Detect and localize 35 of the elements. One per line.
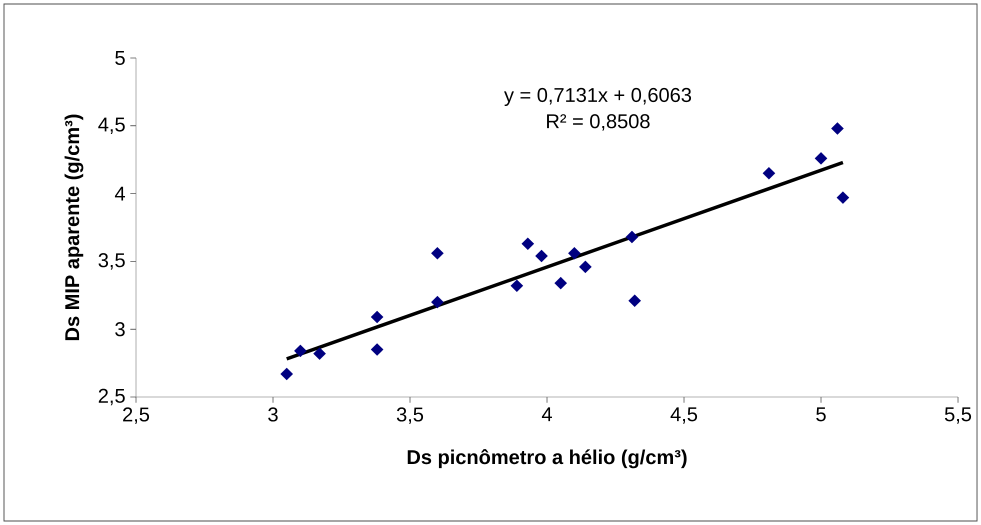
annotation: y = 0,7131x + 0,6063 [504,88,692,106]
x-tick-label: 5 [816,407,826,422]
point [836,192,850,204]
point [510,280,524,292]
x-tick-label: 3,5 [396,407,424,424]
y-tick-label: 2,5 [98,388,125,406]
x-tick-label: 4,5 [670,407,698,424]
point [814,152,828,164]
point [313,347,326,360]
y-tick-label: 3,5 [98,253,125,270]
x-axis-title: Ds picnômetro a hélio (g/cm³) [408,449,687,468]
point [535,250,548,262]
point [431,296,444,308]
y-tick-label: 4 [114,186,126,200]
point [628,294,641,307]
point [762,167,776,180]
y-tick-label: 4,5 [98,118,125,134]
point [370,343,384,356]
point [294,344,307,358]
point [568,247,581,260]
point [431,247,444,260]
y-tick-label: 5 [115,51,125,65]
point [626,230,638,244]
point [522,238,534,250]
point [554,276,567,290]
y-tick-label: 3 [115,322,125,336]
point [831,122,844,135]
point [579,260,592,273]
point [370,310,384,324]
annotation: R² = 0,8508 [547,114,650,131]
x-tick-label: 3 [268,407,278,422]
x-tick-label: 4 [542,407,552,422]
y-axis-title: Ds MIP aparente (g/cm³) [64,114,84,340]
x-tick-label: 5,5 [944,407,972,424]
point [280,368,293,380]
